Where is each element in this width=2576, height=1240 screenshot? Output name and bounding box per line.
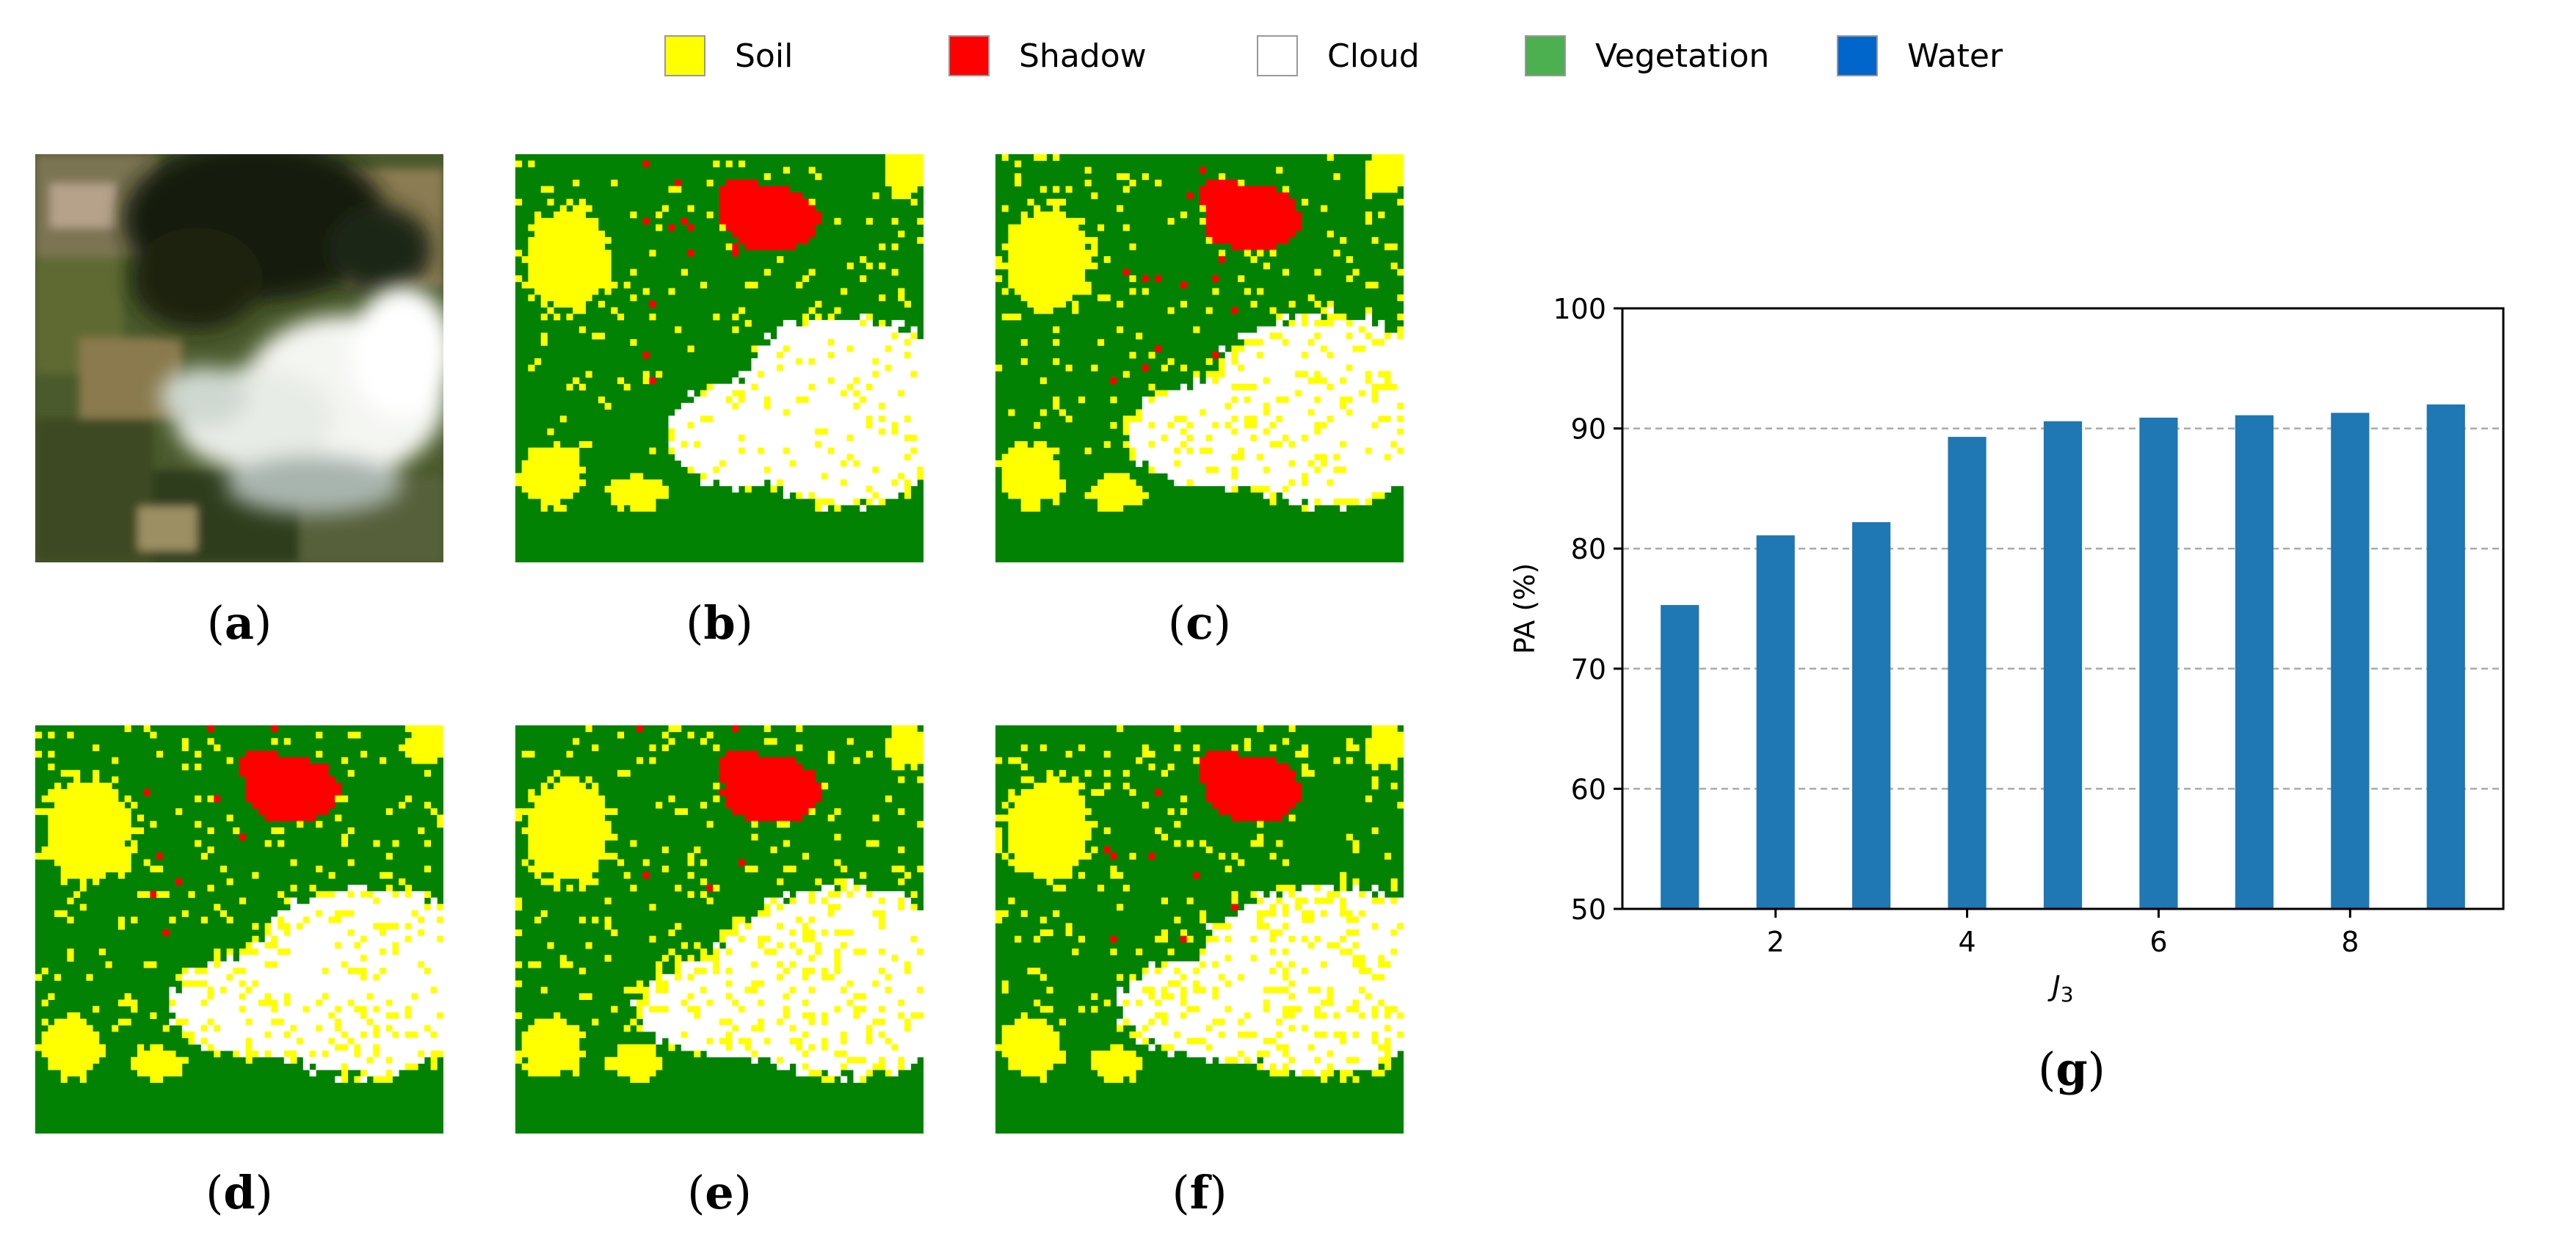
x-tick-label: 6 xyxy=(2149,926,2167,958)
y-tick-label: 50 xyxy=(1571,893,1606,926)
legend-item-vegetation: Vegetation xyxy=(1525,26,1769,85)
legend-label: Soil xyxy=(735,37,794,75)
panel-d-caption: (d) xyxy=(206,1166,273,1219)
bar-j3-8 xyxy=(2331,413,2370,909)
legend-label: Cloud xyxy=(1327,37,1420,75)
caption-letter: a xyxy=(224,596,255,650)
bar-j3-5 xyxy=(2043,421,2083,909)
panel-a-rgb-image xyxy=(35,154,443,562)
panel-a-caption: (a) xyxy=(206,596,272,650)
soil-swatch xyxy=(664,35,705,76)
panel-g-caption: (g) xyxy=(2038,1043,2105,1096)
satellite-image xyxy=(35,154,443,562)
legend-label: Vegetation xyxy=(1595,37,1770,75)
x-axis-label-subscript: 3 xyxy=(2061,982,2074,1007)
classification-map xyxy=(515,154,924,562)
legend-item-water: Water xyxy=(1837,26,2003,85)
caption-letter: g xyxy=(2056,1043,2088,1096)
water-swatch xyxy=(1837,35,1878,76)
legend-label: Shadow xyxy=(1019,37,1147,75)
x-tick-label: 4 xyxy=(1958,926,1975,958)
y-tick-label: 70 xyxy=(1571,653,1606,686)
legend-item-soil: Soil xyxy=(664,26,793,85)
bar-j3-1 xyxy=(1661,605,1699,909)
classification-map xyxy=(995,154,1404,562)
bar-j3-3 xyxy=(1852,522,1891,909)
plot-frame xyxy=(1621,307,2505,910)
vegetation-swatch xyxy=(1525,35,1566,76)
panel-b-classification-map xyxy=(515,154,924,562)
panel-b-caption: (b) xyxy=(686,596,753,650)
pa-bar-chart: 50 60 70 80 90 100 2 4 6 8 J3 PA (%) xyxy=(1509,293,2505,1007)
caption-letter: b xyxy=(703,596,736,650)
caption-letter: d xyxy=(223,1166,255,1219)
y-tick-label: 80 xyxy=(1571,533,1606,565)
classification-map xyxy=(35,725,443,1134)
bar-j3-6 xyxy=(2139,417,2178,909)
y-tick-label: 100 xyxy=(1553,293,1606,325)
y-axis-label: PA (%) xyxy=(1509,563,1541,654)
bar-j3-2 xyxy=(1756,535,1795,909)
panel-d-classification-map xyxy=(35,725,443,1134)
classification-map xyxy=(995,725,1404,1134)
caption-letter: e xyxy=(705,1166,734,1219)
panel-e-caption: (e) xyxy=(687,1166,752,1219)
cloud-swatch xyxy=(1257,35,1298,76)
legend-item-shadow: Shadow xyxy=(948,26,1147,85)
shadow-swatch xyxy=(948,35,990,76)
legend-item-cloud: Cloud xyxy=(1257,26,1420,85)
y-tick-label: 90 xyxy=(1571,413,1606,446)
panel-f-classification-map xyxy=(995,725,1404,1134)
x-tick-label: 2 xyxy=(1767,926,1785,958)
panel-c-classification-map xyxy=(995,154,1404,562)
legend-label: Water xyxy=(1907,37,2003,75)
x-tick-label: 8 xyxy=(2341,926,2359,958)
y-tick-label: 60 xyxy=(1571,773,1606,805)
panel-c-caption: (c) xyxy=(1167,596,1232,650)
caption-letter: c xyxy=(1186,596,1213,650)
panel-f-caption: (f) xyxy=(1172,1166,1227,1219)
legend: Soil Shadow Cloud Vegetation Water xyxy=(664,26,2059,85)
classification-map xyxy=(515,725,924,1134)
caption-letter: f xyxy=(1189,1166,1210,1219)
panel-e-classification-map xyxy=(515,725,924,1134)
bar-j3-9 xyxy=(2426,404,2465,909)
x-axis-label: J3 xyxy=(2047,970,2073,1007)
bar-j3-7 xyxy=(2235,415,2274,909)
bar-j3-4 xyxy=(1948,437,1987,909)
